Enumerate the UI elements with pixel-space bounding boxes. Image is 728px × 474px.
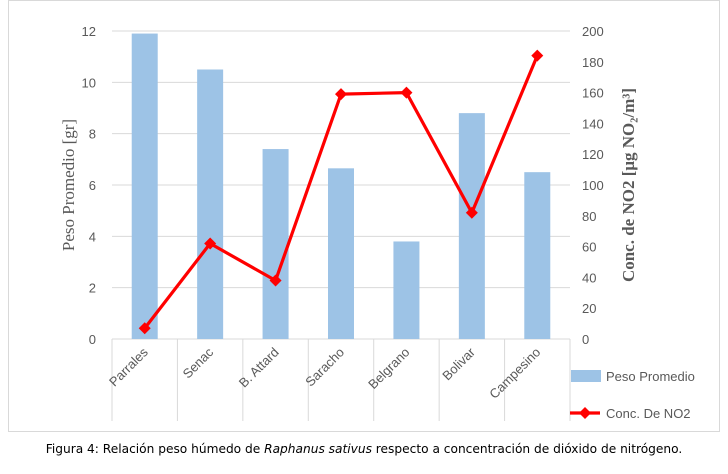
y2-tick-label: 140 [582,116,604,131]
caption-suffix: respecto a concentración de dióxido de n… [371,442,683,456]
y-tick-label: 8 [89,127,96,142]
marker-no2 [531,49,544,62]
y-axis-title: Peso Promedio [gr] [59,119,78,251]
legend-marker-no2 [579,407,591,419]
legend-swatch-peso [571,370,601,382]
bar-peso-promedio [197,69,224,339]
bar-peso-promedio [458,113,485,339]
bar-peso-promedio [262,149,289,339]
x-tick-label: Parrales [106,344,151,389]
marker-no2 [269,274,282,287]
x-tick-label: Belgrano [365,345,412,392]
x-tick-label: Bolivar [439,344,478,383]
marker-no2 [335,88,347,101]
y2-tick-label: 180 [582,55,604,70]
x-tick-label: Campesino [486,345,543,402]
caption-species: Raphanus sativus [264,442,372,456]
bar-peso-promedio [524,172,551,339]
chart: 024681012020406080100120140160180200Parr… [59,24,695,421]
y-tick-label: 2 [89,281,96,296]
marker-no2 [400,86,413,99]
y2-axis-title: Conc. de NO2 [μg NO₂/m³] [619,88,638,282]
y2-tick-label: 40 [582,270,596,285]
legend-label-peso: Peso Promedio [606,369,695,384]
figure-caption: Figura 4: Relación peso húmedo de Raphan… [0,442,728,456]
bar-peso-promedio [328,168,354,339]
y2-tick-label: 0 [582,332,589,347]
chart-frame [8,0,720,432]
bar-peso-promedio [393,241,420,339]
y2-tick-label: 200 [582,24,604,39]
y-tick-label: 0 [89,332,96,347]
y2-tick-label: 160 [582,86,604,101]
y-tick-label: 12 [82,24,96,39]
marker-no2 [138,322,151,335]
marker-no2 [465,206,478,219]
y2-tick-label: 120 [582,147,604,162]
y-tick-label: 10 [82,75,96,90]
y2-tick-label: 60 [582,240,596,255]
y2-tick-label: 20 [582,301,596,316]
legend-label-no2: Conc. De NO2 [606,406,691,421]
y2-tick-label: 80 [582,209,596,224]
caption-prefix: Figura 4: Relación peso húmedo de [45,442,265,456]
y2-tick-label: 100 [582,178,604,193]
marker-no2 [204,237,217,250]
bar-peso-promedio [131,33,158,340]
y-tick-label: 6 [89,178,96,193]
y-tick-label: 4 [89,229,96,244]
x-tick-label: Saracho [302,345,347,390]
x-tick-label: Senac [180,344,217,381]
